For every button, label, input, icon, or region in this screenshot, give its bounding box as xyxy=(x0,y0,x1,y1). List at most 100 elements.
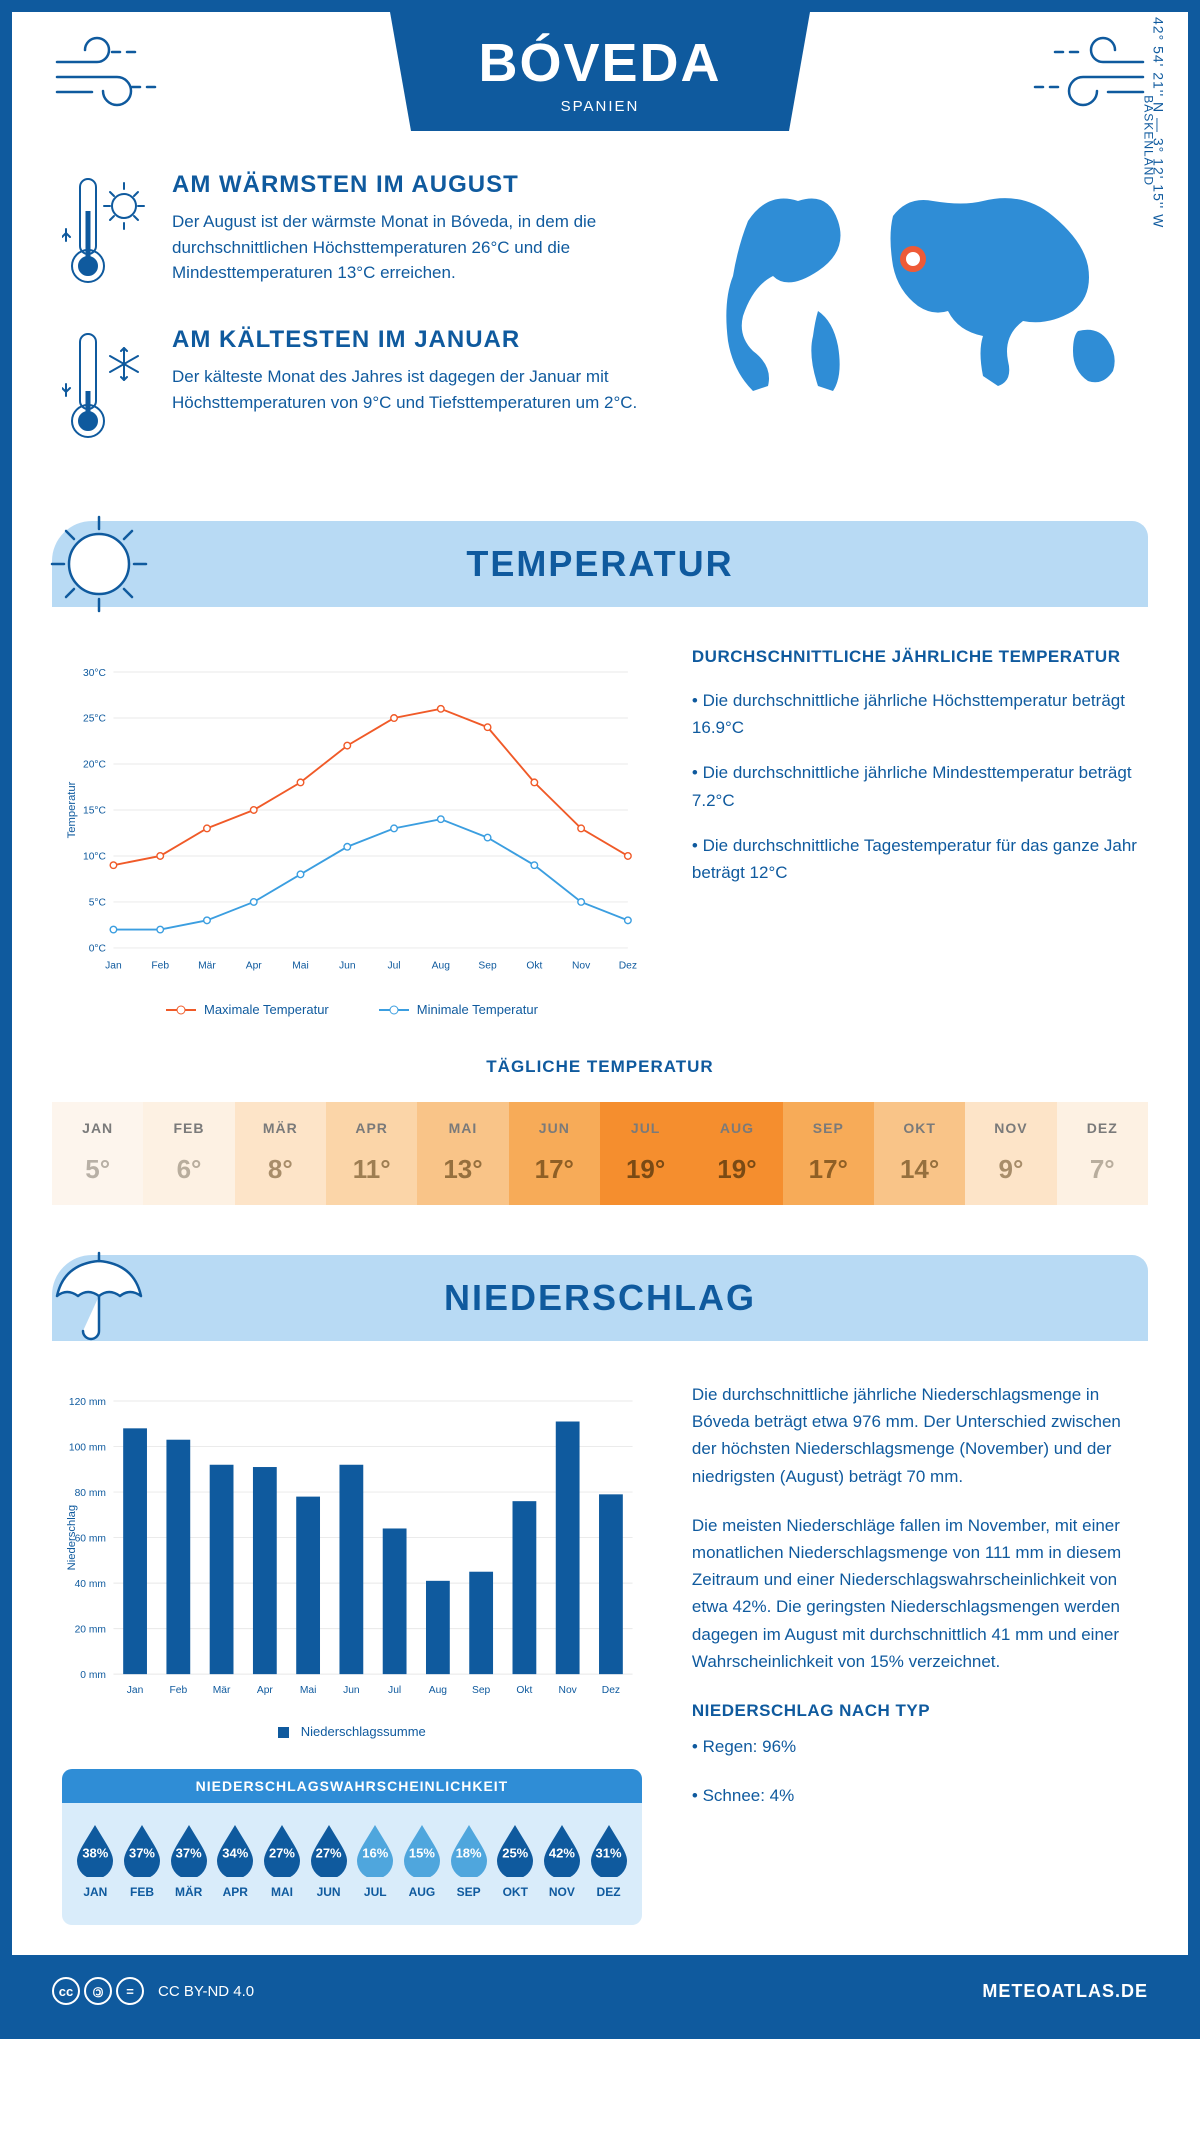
svg-text:25°C: 25°C xyxy=(83,714,107,725)
legend-max: .legend-item:nth-child(1) .legend-swatch… xyxy=(166,1002,329,1017)
svg-text:Aug: Aug xyxy=(429,1685,448,1696)
svg-text:Jul: Jul xyxy=(387,961,400,972)
svg-text:0 mm: 0 mm xyxy=(80,1670,106,1681)
coldest-text: AM KÄLTESTEN IM JANUAR Der kälteste Mona… xyxy=(172,326,678,446)
svg-text:20°C: 20°C xyxy=(83,760,107,771)
temp-cell: MÄR 8° xyxy=(235,1102,326,1205)
precip-para-2: Die meisten Niederschläge fallen im Nove… xyxy=(692,1512,1138,1675)
svg-text:Feb: Feb xyxy=(151,961,169,972)
warmest-title: AM WÄRMSTEN IM AUGUST xyxy=(172,171,678,199)
temp-cell: MAI 13° xyxy=(417,1102,508,1205)
footer-left: cc 🄯 = CC BY-ND 4.0 xyxy=(52,1977,254,2005)
precip-type-2: • Schnee: 4% xyxy=(692,1782,1138,1809)
bar-legend-label: Niederschlagssumme xyxy=(301,1724,426,1739)
svg-text:Nov: Nov xyxy=(559,1685,578,1696)
svg-text:5°C: 5°C xyxy=(89,898,107,909)
intro-right: BASKENLAND 42° 54' 21'' N — 3° 12' 15'' … xyxy=(718,171,1138,481)
svg-text:Mär: Mär xyxy=(198,961,216,972)
svg-text:Dez: Dez xyxy=(619,961,637,972)
intro-section: AM WÄRMSTEN IM AUGUST Der August ist der… xyxy=(12,131,1188,511)
precip-right: Die durchschnittliche jährliche Niedersc… xyxy=(692,1381,1138,1925)
svg-text:Niederschlag: Niederschlag xyxy=(66,1505,78,1570)
nd-icon: = xyxy=(116,1977,144,2005)
svg-text:40 mm: 40 mm xyxy=(75,1579,106,1590)
precipitation-bar-chart: 0 mm20 mm40 mm60 mm80 mm100 mm120 mmJanF… xyxy=(62,1381,642,1711)
temp-cell: APR 11° xyxy=(326,1102,417,1205)
temp-bullet-2: • Die durchschnittliche jährliche Mindes… xyxy=(692,759,1138,813)
precip-left: 0 mm20 mm40 mm60 mm80 mm100 mm120 mmJanF… xyxy=(62,1381,642,1925)
probability-box: NIEDERSCHLAGSWAHRSCHEINLICHKEIT 38% JAN … xyxy=(62,1769,642,1925)
svg-text:Jun: Jun xyxy=(339,961,356,972)
drop: 31% DEZ xyxy=(585,1821,632,1899)
world-map xyxy=(718,171,1138,401)
drop: 25% OKT xyxy=(492,1821,539,1899)
footer: cc 🄯 = CC BY-ND 4.0 METEOATLAS.DE xyxy=(12,1955,1188,2027)
thermometer-snow-icon xyxy=(62,326,152,446)
drop: 27% MAI xyxy=(259,1821,306,1899)
site-name: METEOATLAS.DE xyxy=(982,1981,1148,2002)
legend-min-label: Minimale Temperatur xyxy=(417,1002,538,1017)
daily-temp-section: TÄGLICHE TEMPERATUR JAN 5° FEB 6° MÄR 8°… xyxy=(52,1057,1148,1205)
precip-type-title: NIEDERSCHLAG NACH TYP xyxy=(692,1701,1138,1721)
drop: 18% SEP xyxy=(445,1821,492,1899)
city-name: BÓVEDA xyxy=(470,32,730,94)
legend-min: .legend-item:nth-child(2) .legend-swatch… xyxy=(379,1002,538,1017)
svg-text:80 mm: 80 mm xyxy=(75,1488,106,1499)
bar-legend-swatch xyxy=(278,1727,289,1738)
drop: 16% JUL xyxy=(352,1821,399,1899)
drop: 27% JUN xyxy=(305,1821,352,1899)
svg-text:Sep: Sep xyxy=(478,961,497,972)
svg-text:Jul: Jul xyxy=(388,1685,401,1696)
precip-body: 0 mm20 mm40 mm60 mm80 mm100 mm120 mmJanF… xyxy=(12,1341,1188,1955)
temp-cell: SEP 17° xyxy=(783,1102,874,1205)
svg-text:0°C: 0°C xyxy=(89,944,107,955)
country-name: SPANIEN xyxy=(470,98,730,115)
svg-text:Nov: Nov xyxy=(572,961,591,972)
temp-cell: JAN 5° xyxy=(52,1102,143,1205)
legend-max-label: Maximale Temperatur xyxy=(204,1002,329,1017)
svg-text:Aug: Aug xyxy=(432,961,451,972)
svg-text:Mai: Mai xyxy=(300,1685,317,1696)
svg-text:Okt: Okt xyxy=(516,1685,532,1696)
prob-title: NIEDERSCHLAGSWAHRSCHEINLICHKEIT xyxy=(62,1769,642,1803)
warmest-block: AM WÄRMSTEN IM AUGUST Der August ist der… xyxy=(62,171,678,291)
drop: 37% MÄR xyxy=(165,1821,212,1899)
precip-para-1: Die durchschnittliche jährliche Niedersc… xyxy=(692,1381,1138,1490)
precip-section-title: NIEDERSCHLAG xyxy=(444,1277,756,1319)
temp-cell: NOV 9° xyxy=(965,1102,1056,1205)
svg-text:Feb: Feb xyxy=(169,1685,187,1696)
drop: 42% NOV xyxy=(539,1821,586,1899)
svg-text:Jan: Jan xyxy=(127,1685,144,1696)
temp-body: 0°C5°C10°C15°C20°C25°C30°CJanFebMärAprMa… xyxy=(12,607,1188,1037)
drop: 34% APR xyxy=(212,1821,259,1899)
thermometer-sun-icon xyxy=(62,171,152,291)
temp-cell: FEB 6° xyxy=(143,1102,234,1205)
warmest-text: AM WÄRMSTEN IM AUGUST Der August ist der… xyxy=(172,171,678,291)
svg-text:Sep: Sep xyxy=(472,1685,491,1696)
svg-text:Mai: Mai xyxy=(292,961,309,972)
drops-row: 38% JAN 37% FEB 37% MÄR 34% APR xyxy=(62,1803,642,1909)
temp-legend: .legend-item:nth-child(1) .legend-swatch… xyxy=(62,1002,642,1017)
coldest-title: AM KÄLTESTEN IM JANUAR xyxy=(172,326,678,354)
drop: 15% AUG xyxy=(399,1821,446,1899)
wind-icon-left xyxy=(52,32,182,122)
svg-text:120 mm: 120 mm xyxy=(69,1397,106,1408)
svg-text:Okt: Okt xyxy=(526,961,542,972)
temp-cell: JUN 17° xyxy=(509,1102,600,1205)
title-banner: BÓVEDA SPANIEN xyxy=(390,12,810,131)
drop: 37% FEB xyxy=(119,1821,166,1899)
header: BÓVEDA SPANIEN xyxy=(12,12,1188,131)
temp-chart-area: 0°C5°C10°C15°C20°C25°C30°CJanFebMärAprMa… xyxy=(62,647,642,1017)
wind-icon-right xyxy=(1018,32,1148,122)
coldest-block: AM KÄLTESTEN IM JANUAR Der kälteste Mona… xyxy=(62,326,678,446)
svg-text:Jan: Jan xyxy=(105,961,122,972)
temp-cell: JUL 19° xyxy=(600,1102,691,1205)
temp-cell: AUG 19° xyxy=(691,1102,782,1205)
svg-text:20 mm: 20 mm xyxy=(75,1624,106,1635)
coordinates: 42° 54' 21'' N — 3° 12' 15'' W xyxy=(1150,17,1166,228)
temp-info: DURCHSCHNITTLICHE JÄHRLICHE TEMPERATUR •… xyxy=(692,647,1138,1017)
svg-text:60 mm: 60 mm xyxy=(75,1533,106,1544)
precip-section-header: NIEDERSCHLAG xyxy=(52,1255,1148,1341)
svg-text:Mär: Mär xyxy=(213,1685,231,1696)
sun-icon xyxy=(44,509,154,619)
